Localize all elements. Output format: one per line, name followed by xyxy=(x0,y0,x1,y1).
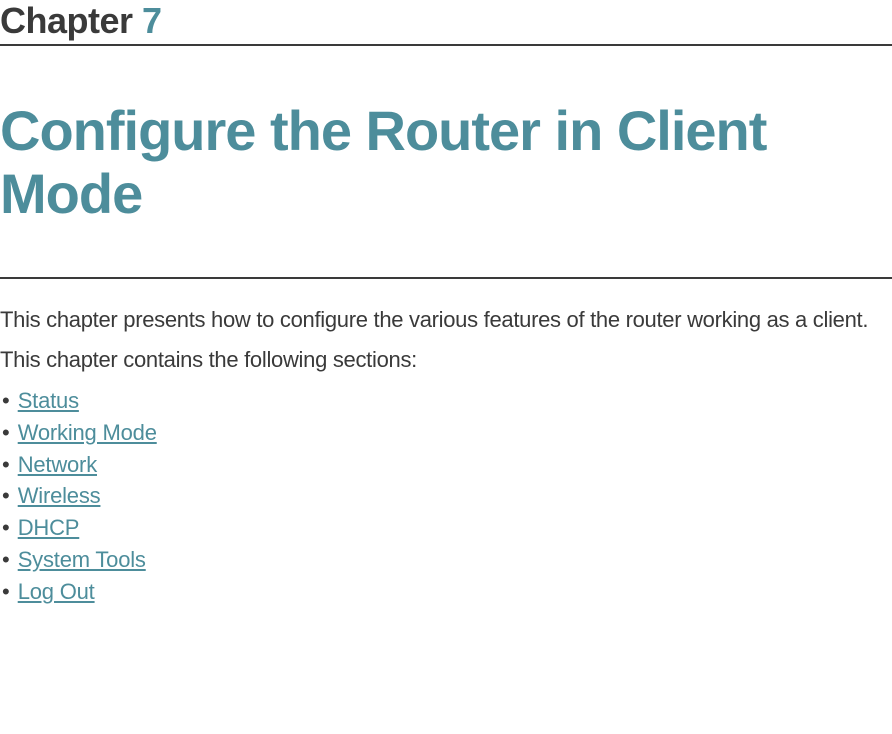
section-link-network[interactable]: Network xyxy=(18,449,97,481)
section-link-system-tools[interactable]: System Tools xyxy=(18,544,146,576)
bullet-icon: • xyxy=(2,480,10,512)
section-item-log-out: • Log Out xyxy=(0,576,892,608)
bullet-icon: • xyxy=(2,576,10,608)
section-list: • Status • Working Mode • Network • Wire… xyxy=(0,385,892,608)
bullet-icon: • xyxy=(2,385,10,417)
bullet-icon: • xyxy=(2,449,10,481)
main-title: Configure the Router in Client Mode xyxy=(0,100,892,225)
page-container: Chapter 7 Configure the Router in Client… xyxy=(0,0,892,608)
chapter-word: Chapter xyxy=(0,0,133,41)
section-item-wireless: • Wireless xyxy=(0,480,892,512)
bullet-icon: • xyxy=(2,417,10,449)
section-item-system-tools: • System Tools xyxy=(0,544,892,576)
chapter-label: Chapter 7 xyxy=(0,0,892,42)
chapter-header: Chapter 7 xyxy=(0,0,892,46)
bullet-icon: • xyxy=(2,512,10,544)
sections-intro: This chapter contains the following sect… xyxy=(0,345,892,375)
section-link-working-mode[interactable]: Working Mode xyxy=(18,417,157,449)
title-section: Configure the Router in Client Mode xyxy=(0,100,892,279)
section-item-dhcp: • DHCP xyxy=(0,512,892,544)
section-item-status: • Status xyxy=(0,385,892,417)
bullet-icon: • xyxy=(2,544,10,576)
section-item-working-mode: • Working Mode xyxy=(0,417,892,449)
section-link-status[interactable]: Status xyxy=(18,385,79,417)
section-link-wireless[interactable]: Wireless xyxy=(18,480,101,512)
section-link-log-out[interactable]: Log Out xyxy=(18,576,95,608)
intro-paragraph: This chapter presents how to configure t… xyxy=(0,305,892,335)
section-link-dhcp[interactable]: DHCP xyxy=(18,512,80,544)
section-item-network: • Network xyxy=(0,449,892,481)
chapter-number: 7 xyxy=(142,0,162,41)
